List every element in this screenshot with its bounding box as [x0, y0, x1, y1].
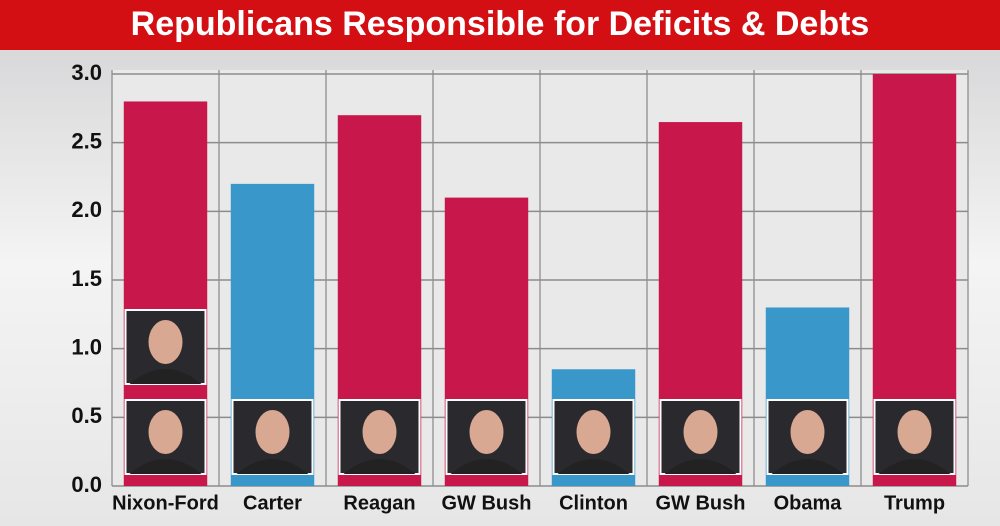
photo-face — [576, 410, 611, 454]
y-tick-label: 0.0 — [71, 472, 102, 497]
y-tick-label: 1.5 — [71, 266, 102, 291]
photo-face — [469, 410, 504, 454]
photo-face — [362, 410, 397, 454]
x-tick-label: Trump — [884, 492, 945, 514]
photo-face — [255, 410, 290, 454]
photo-suit — [771, 459, 844, 474]
photo-face — [683, 410, 718, 454]
photo-face — [897, 410, 932, 454]
photo-suit — [557, 459, 630, 474]
x-tick-label: Carter — [243, 492, 302, 514]
photo-suit — [450, 459, 523, 474]
photo-suit — [129, 369, 202, 384]
photo-suit — [129, 459, 202, 474]
x-tick-label: Nixon-Ford — [112, 492, 219, 514]
x-tick-label: Reagan — [343, 492, 415, 514]
photo-face — [148, 410, 183, 454]
photo-suit — [343, 459, 416, 474]
chart-title: Republicans Responsible for Deficits & D… — [131, 5, 870, 43]
photo-suit — [878, 459, 951, 474]
y-tick-label: 3.0 — [71, 60, 102, 85]
photo-suit — [664, 459, 737, 474]
x-tick-label: Obama — [774, 492, 843, 514]
x-tick-label: GW Bush — [442, 492, 532, 514]
y-tick-label: 1.0 — [71, 334, 102, 359]
x-tick-label: GW Bush — [656, 492, 746, 514]
y-tick-label: 2.5 — [71, 128, 102, 153]
photo-face — [148, 320, 183, 364]
y-tick-label: 2.0 — [71, 197, 102, 222]
title-banner — [0, 0, 1000, 50]
photo-face — [790, 410, 825, 454]
photo-suit — [236, 459, 309, 474]
y-tick-label: 0.5 — [71, 403, 102, 428]
x-tick-label: Clinton — [559, 492, 628, 514]
